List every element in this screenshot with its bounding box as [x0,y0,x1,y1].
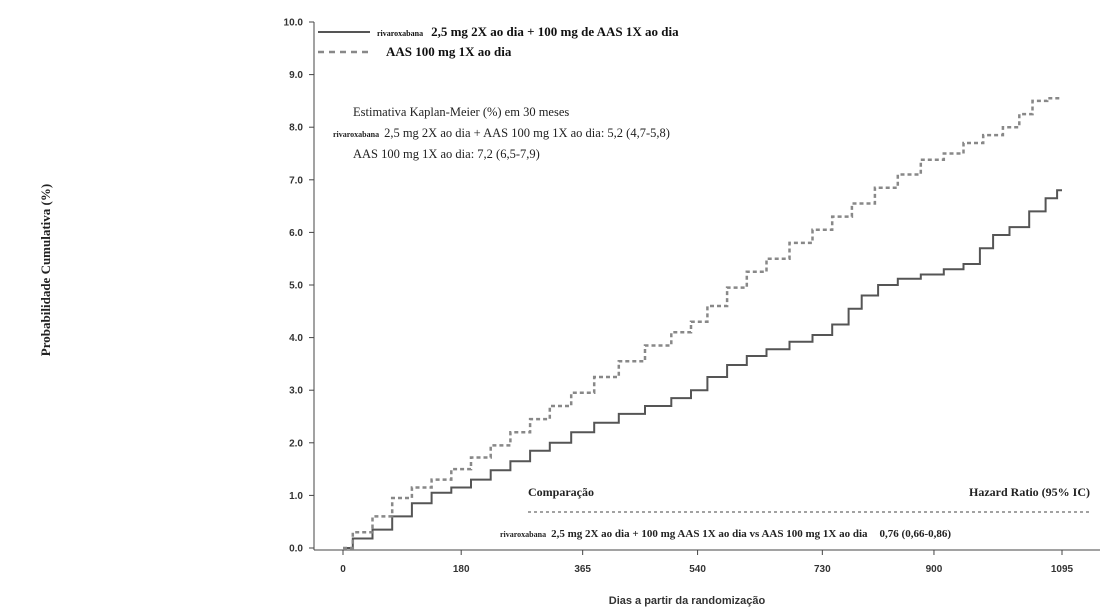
x-tick-label: 900 [926,564,943,575]
y-tick-label: 4.0 [289,333,303,344]
y-tick-label: 0.0 [289,544,303,555]
km-annotation-line-2-prefix: rivaroxabana [333,130,379,139]
series-line-aas [343,97,1062,550]
legend-entry-1: rivaroxabana 2,5 mg 2X ao dia + 100 mg d… [377,23,679,40]
km-annotation-line-2: rivaroxabana 2,5 mg 2X ao dia + AAS 100 … [333,124,670,141]
x-axis-label: Dias a partir da randomização [609,595,766,607]
y-tick-label: 8.0 [289,123,303,134]
km-annotation-line-1: Estimativa Kaplan-Meier (%) em 30 meses [353,105,569,119]
y-tick-label: 10.0 [284,18,304,29]
y-tick-label: 6.0 [289,228,303,239]
hazard-table-col-comparacao: Comparação [528,485,594,499]
hazard-table-row-prefix: rivaroxabana [500,530,546,539]
x-ticks-group: 0 180 365 540 730 900 1095 [340,550,1074,575]
y-tick-label: 9.0 [289,70,303,81]
legend: rivaroxabana 2,5 mg 2X ao dia + 100 mg d… [318,23,679,59]
x-tick-label: 365 [574,564,591,575]
x-tick-label: 730 [814,564,831,575]
y-tick-label: 3.0 [289,386,303,397]
y-ticks-group: 0.0 1.0 2.0 3.0 4.0 5.0 6.0 7.0 8.0 9.0 10.0 [284,18,314,555]
hazard-ratio-table: Comparação Hazard Ratio (95% IC) rivarox… [500,485,1090,541]
series-group [343,97,1062,550]
hazard-table-row-value: 0,76 (0,66-0,86) [880,528,952,540]
x-tick-label: 1095 [1051,564,1074,575]
y-tick-label: 5.0 [289,281,303,292]
y-tick-label: 2.0 [289,438,303,449]
y-axis-label: Probabilidade Cumulativa (%) [38,184,53,356]
km-annotation-line-2-text: 2,5 mg 2X ao dia + AAS 100 mg 1X ao dia:… [384,126,670,140]
y-tick-label: 1.0 [289,491,303,502]
hazard-table-row-comparison: 2,5 mg 2X ao dia + 100 mg AAS 1X ao dia … [551,528,868,540]
km-annotation-line-3: AAS 100 mg 1X ao dia: 7,2 (6,5-7,9) [353,147,540,161]
series-line-rivaroxabana [343,189,1062,549]
y-tick-label: 7.0 [289,175,303,186]
legend-entry-2: AAS 100 mg 1X ao dia [386,44,512,59]
km-annotation: Estimativa Kaplan-Meier (%) em 30 meses … [333,105,670,161]
legend-entry-1-label: 2,5 mg 2X ao dia + 100 mg de AAS 1X ao d… [431,24,679,39]
x-tick-label: 180 [453,564,470,575]
hazard-table-row: rivaroxabana 2,5 mg 2X ao dia + 100 mg A… [500,524,951,541]
hazard-table-col-hazard-ratio: Hazard Ratio (95% IC) [969,485,1090,499]
legend-entry-1-prefix: rivaroxabana [377,29,423,38]
x-tick-label: 540 [689,564,706,575]
x-tick-label: 0 [340,564,346,575]
